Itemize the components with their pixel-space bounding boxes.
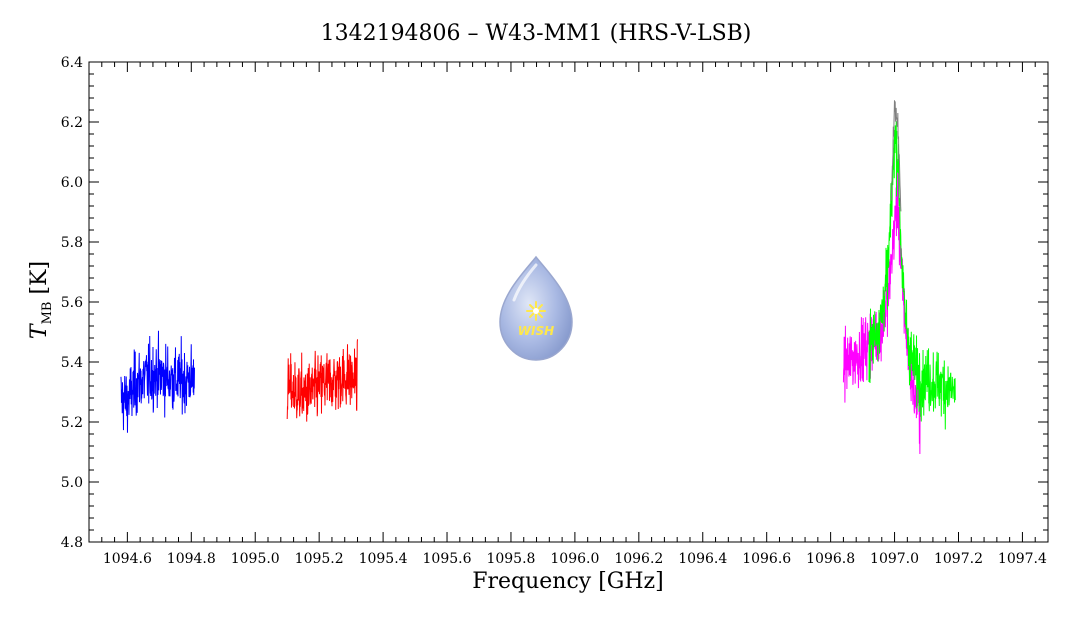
x-tick-label: 1095.2 xyxy=(295,551,344,567)
y-tick-label: 4.8 xyxy=(61,535,83,551)
x-tick-label: 1095.0 xyxy=(231,551,280,567)
x-tick-label: 1094.6 xyxy=(103,551,152,567)
x-tick-label: 1097.4 xyxy=(998,551,1047,567)
spectrum-trace xyxy=(868,121,956,430)
chart-title: 1342194806 – W43-MM1 (HRS-V-LSB) xyxy=(321,21,752,46)
x-tick-label: 1097.0 xyxy=(870,551,919,567)
x-axis-label: Frequency [GHz] xyxy=(472,569,664,594)
y-tick-label: 6.2 xyxy=(61,115,83,131)
y-axis-label-main: T xyxy=(27,322,52,339)
x-tick-label: 1096.6 xyxy=(742,551,791,567)
y-axis-label-sub: MB xyxy=(40,302,55,325)
x-tick-label: 1096.8 xyxy=(806,551,855,567)
y-tick-labels: 4.8 5.0 5.2 5.4 5.6 5.8 6.0 6.2 6.4 xyxy=(61,55,83,551)
x-tick-label: 1096.4 xyxy=(678,551,727,567)
y-tick-label: 5.2 xyxy=(61,415,83,431)
axis-ticks xyxy=(89,61,1048,543)
x-tick-label: 1096.2 xyxy=(614,551,663,567)
x-tick-label: 1095.6 xyxy=(423,551,472,567)
y-tick-label: 5.0 xyxy=(61,475,83,491)
y-axis-label-unit: [K] xyxy=(27,261,52,302)
wish-logo: WISH xyxy=(499,255,573,361)
spectrum-trace xyxy=(890,100,902,212)
y-tick-label: 6.0 xyxy=(61,175,83,191)
spectrum-trace xyxy=(286,339,359,422)
x-tick-label: 1097.2 xyxy=(934,551,983,567)
y-axis-label: TMB [K] xyxy=(27,261,55,339)
x-tick-label: 1095.8 xyxy=(486,551,535,567)
y-tick-label: 5.4 xyxy=(61,355,83,371)
x-tick-label: 1094.8 xyxy=(167,551,216,567)
x-tick-labels: 1094.6 1094.8 1095.0 1095.2 1095.4 1095.6 1095… xyxy=(103,551,1047,567)
spectrum-trace xyxy=(120,330,195,433)
wish-logo-text: WISH xyxy=(518,324,554,338)
x-tick-label: 1096.0 xyxy=(550,551,599,567)
y-tick-label: 6.4 xyxy=(61,55,83,71)
spectrum-traces xyxy=(120,100,956,455)
x-tick-label: 1095.4 xyxy=(359,551,408,567)
y-tick-label: 5.6 xyxy=(61,295,83,311)
y-tick-label: 5.8 xyxy=(61,235,83,251)
